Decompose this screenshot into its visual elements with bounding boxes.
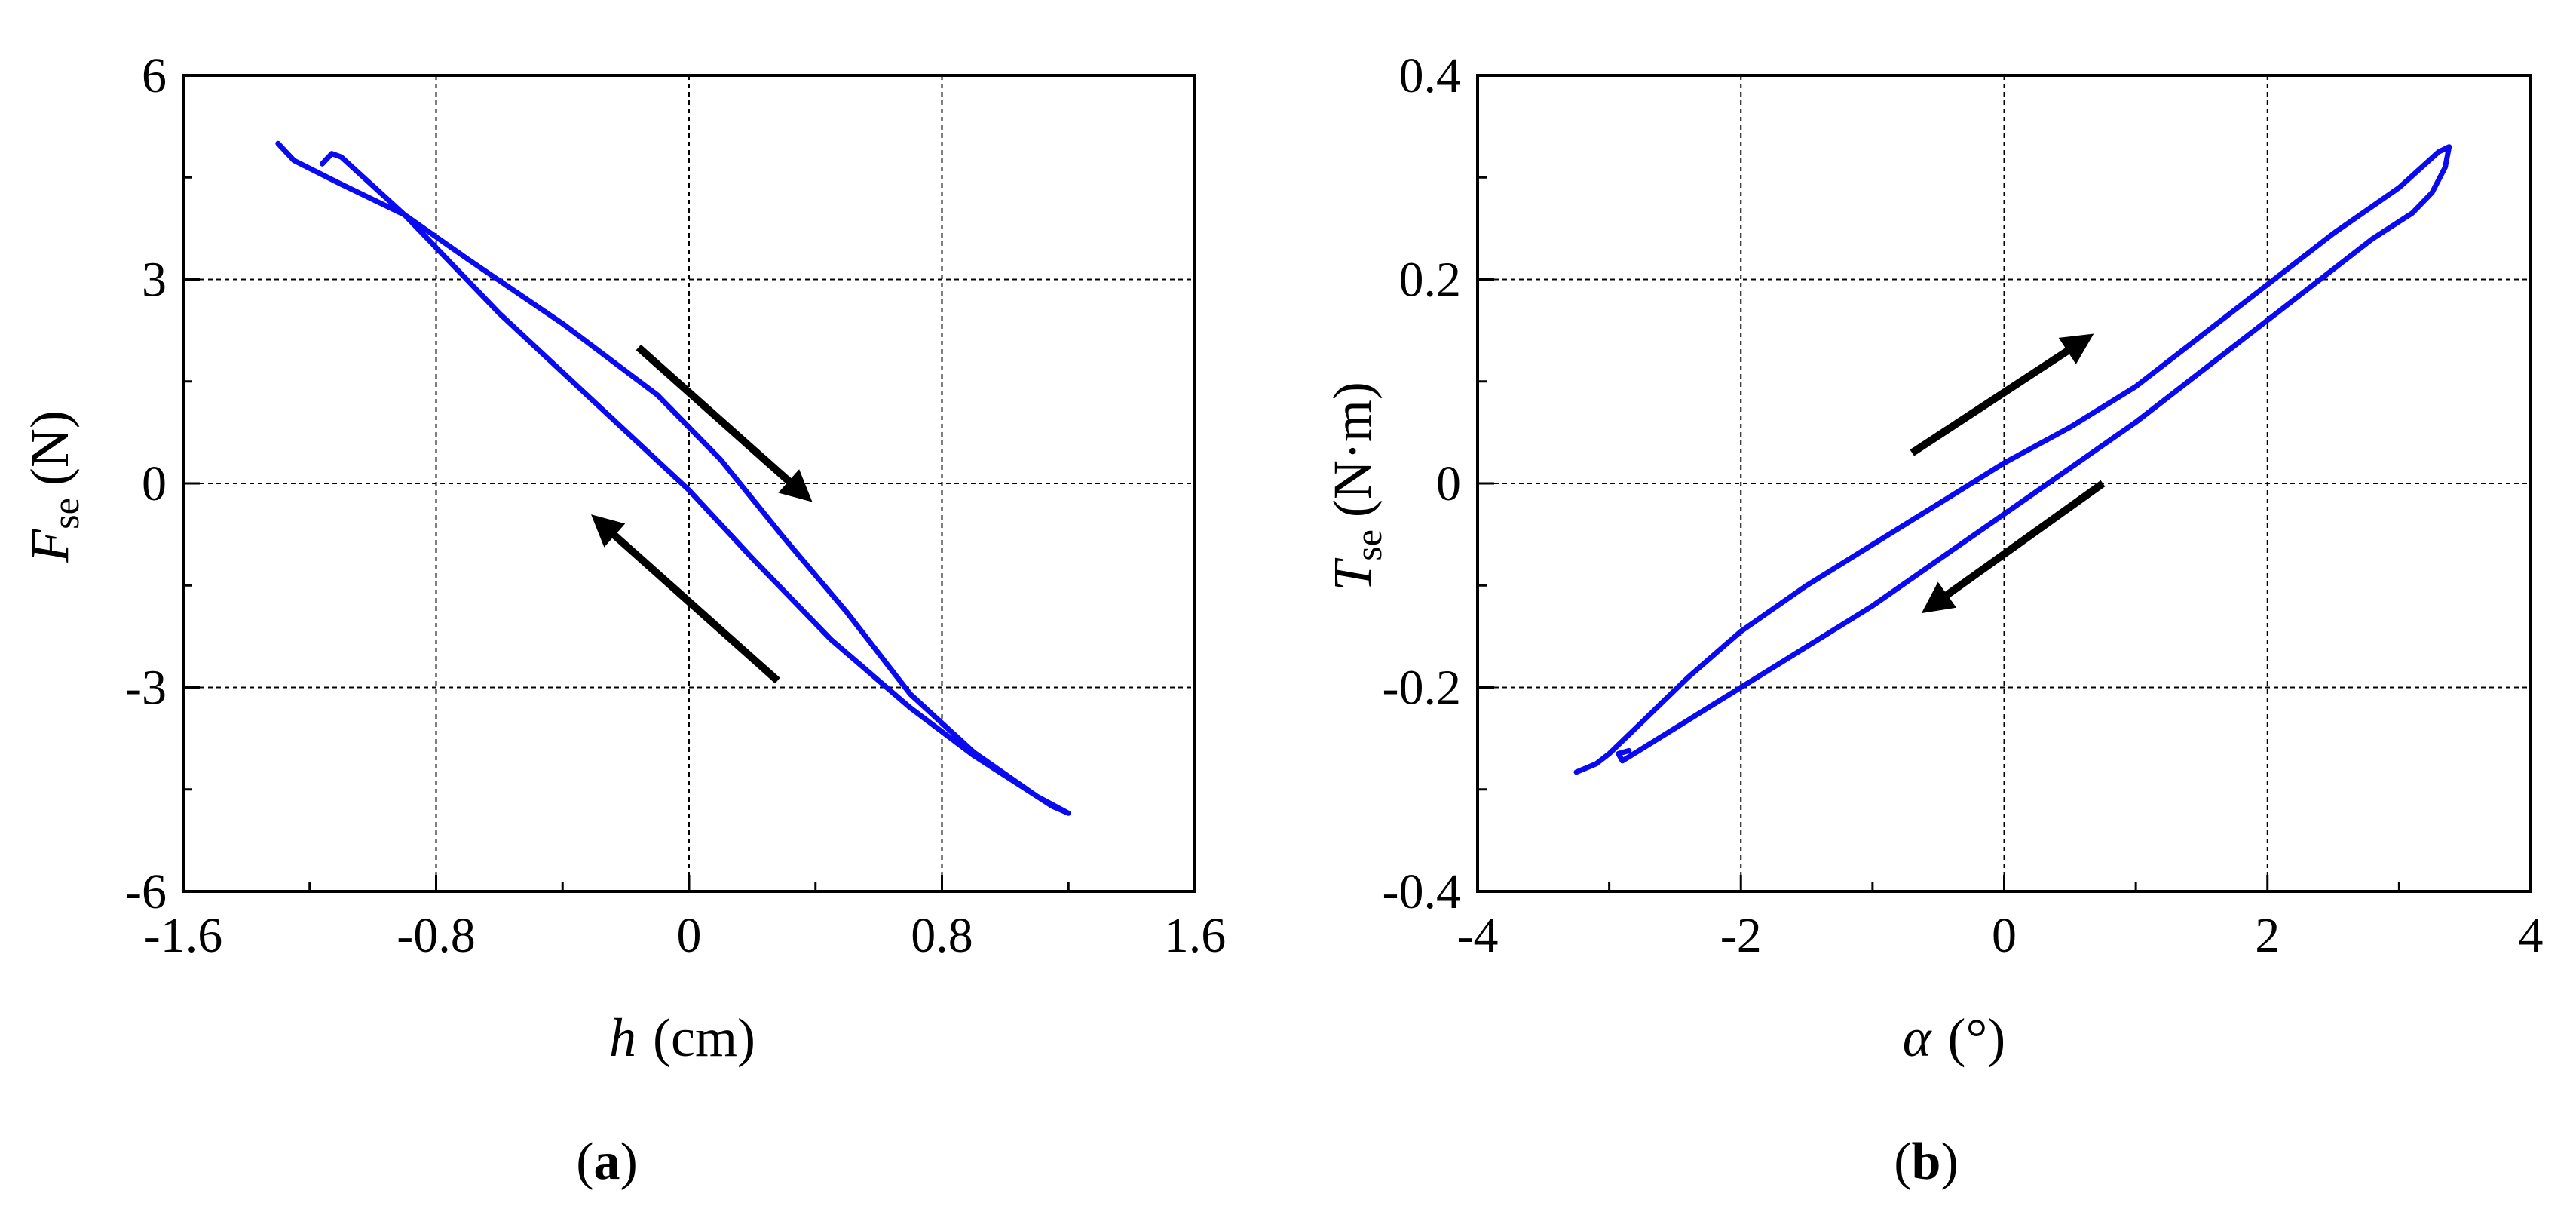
panel-a-caption-close: ) — [620, 1133, 638, 1191]
panel-b-caption: (b) — [1894, 1133, 1959, 1191]
panel-a-x-tick-label: 1.6 — [1164, 908, 1227, 963]
panel-b-y-tick-label: -0.2 — [1383, 661, 1461, 716]
panel-b-direction-arrow — [1921, 480, 2106, 614]
panel-a-x-axis-label: h (cm) — [609, 1008, 755, 1068]
panel-b-caption-label: b — [1912, 1133, 1941, 1191]
panel-b-hysteresis-curve — [1573, 144, 2452, 775]
panel-a-caption-open: ( — [576, 1133, 593, 1191]
panel-b-x-axis-var: α — [1903, 1008, 1932, 1068]
panel-a-grid — [183, 75, 1195, 891]
panel-b-y-axis-label: Tse (N·m) — [1322, 382, 1389, 591]
panel-a-y-tick-labels: -6 -3 0 3 6 — [125, 48, 167, 919]
panel-b-x-tick-label: 0 — [1992, 908, 2017, 963]
panel-a-y-tick-label: -3 — [125, 661, 167, 716]
panel-b-ticks — [1476, 74, 2532, 893]
panel-b-y-axis-sub: se — [1347, 529, 1389, 561]
panel-a-y-axis-label: Fse (N) — [20, 410, 87, 563]
panel-b-y-axis-unit: (N·m) — [1322, 382, 1383, 517]
panel-b-direction-arrow — [1910, 333, 2094, 456]
panel-a-x-tick-label: -0.8 — [397, 908, 475, 963]
panel-a-x-tick-label: -1.6 — [144, 908, 222, 963]
panel-a-x-tick-label: 0.8 — [911, 908, 973, 963]
panel-b-x-tick-label: -2 — [1720, 908, 1762, 963]
panel-a-x-tick-label: 0 — [677, 908, 702, 963]
panel-b-y-tick-label: 0.2 — [1399, 253, 1462, 308]
panel-a-x-axis-var: h — [609, 1008, 636, 1068]
panel-b-series — [1573, 144, 2452, 775]
panel-b-x-tick-label: 4 — [2519, 908, 2544, 963]
panel-a-y-tick-label: 6 — [142, 48, 167, 103]
panel-a-hysteresis-curve — [275, 140, 1071, 816]
panel-b-x-axis-label: α (°) — [1903, 1008, 2006, 1068]
panel-a-y-axis-unit: (N) — [20, 410, 80, 486]
panel-a-caption-label: a — [594, 1133, 620, 1191]
panel-a-y-tick-label: 3 — [142, 253, 167, 308]
panel-b: -4 -2 0 2 4 -0.4 -0.2 0 0.2 0.4 α (°) Tse (N·m) (b… — [1322, 48, 2544, 1191]
panel-b-x-tick-labels: -4 -2 0 2 4 — [1457, 908, 2544, 963]
panel-a-y-axis-var: F — [20, 529, 80, 563]
panel-b-y-tick-labels: -0.4 -0.2 0 0.2 0.4 — [1383, 48, 1461, 919]
panel-b-y-tick-label: -0.4 — [1383, 864, 1461, 919]
panel-b-x-tick-label: 2 — [2255, 908, 2280, 963]
panel-a-y-tick-label: 0 — [142, 456, 167, 511]
panel-b-y-tick-label: 0.4 — [1399, 48, 1462, 103]
panel-a-direction-arrow — [591, 514, 780, 684]
panel-a-x-tick-labels: -1.6 -0.8 0 0.8 1.6 — [144, 908, 1226, 963]
panel-a-x-axis-unit: (cm) — [653, 1008, 755, 1068]
panel-b-y-axis-var: T — [1322, 557, 1383, 591]
panel-a-y-axis-sub: se — [44, 498, 87, 529]
panel-b-y-tick-label: 0 — [1436, 456, 1461, 511]
panel-a-series — [275, 140, 1071, 816]
panel-a-direction-arrow — [636, 344, 813, 502]
panel-a-y-tick-label: -6 — [125, 864, 167, 919]
panel-a-caption: (a) — [576, 1133, 638, 1191]
panel-a-arrows — [591, 344, 813, 684]
panel-b-caption-close: ) — [1940, 1133, 1958, 1191]
panel-a-ticks — [182, 74, 1196, 893]
panel-b-x-tick-label: -4 — [1457, 908, 1499, 963]
panel-b-x-axis-unit: (°) — [1948, 1008, 2006, 1068]
panel-b-grid — [1478, 75, 2531, 891]
panel-b-caption-open: ( — [1894, 1133, 1911, 1191]
panel-b-arrows — [1910, 333, 2106, 614]
panel-a: -1.6 -0.8 0 0.8 1.6 -6 -3 0 3 6 h (cm) Fse (N) (a) — [20, 48, 1226, 1191]
